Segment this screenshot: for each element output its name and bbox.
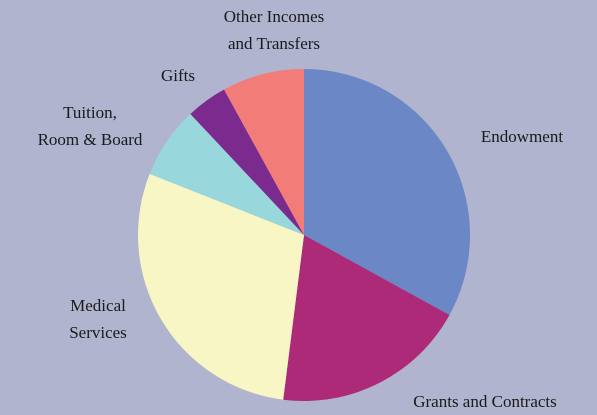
slice-label: Room & Board xyxy=(38,130,143,149)
slice-label: Services xyxy=(69,323,127,342)
slice-label: Other Incomes xyxy=(224,7,325,26)
slice-label: Grants and Contracts xyxy=(413,392,557,411)
pie-slice xyxy=(190,89,304,236)
slice-label: Tuition, xyxy=(63,103,117,122)
pie-slice xyxy=(224,69,304,235)
slice-label: Endowment xyxy=(481,127,563,146)
slice-label: and Transfers xyxy=(228,34,320,53)
pie-slice xyxy=(149,113,304,235)
slice-label: Gifts xyxy=(161,66,195,85)
pie-slice xyxy=(304,69,470,315)
slice-label: Medical xyxy=(70,296,126,315)
pie-slice xyxy=(137,173,304,400)
pie-slice xyxy=(283,235,450,401)
